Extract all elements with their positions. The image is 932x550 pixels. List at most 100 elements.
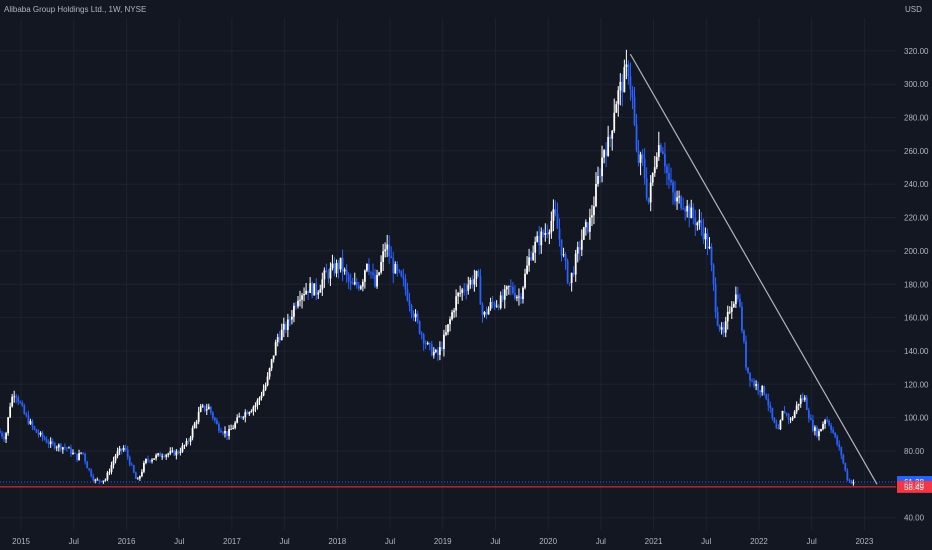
candle-body: [410, 305, 413, 313]
candle-body: [593, 206, 595, 216]
candle-body: [657, 145, 660, 157]
candle-body: [528, 257, 530, 266]
candle-body: [319, 289, 322, 293]
chart-grid: [0, 18, 896, 530]
candle-body: [416, 313, 419, 322]
candle-body: [765, 394, 768, 400]
candle-body: [266, 376, 269, 386]
candle-body: [627, 64, 630, 77]
candle-body: [193, 423, 196, 429]
candle-body: [799, 398, 802, 404]
candle-body: [578, 247, 581, 250]
candle-body: [755, 384, 758, 387]
candle-body: [303, 294, 305, 296]
candle-body: [250, 410, 253, 413]
candle-body: [811, 419, 814, 431]
candle-body: [712, 264, 715, 285]
candle-body: [586, 222, 589, 232]
candle-body: [722, 327, 725, 333]
candle-body: [84, 453, 87, 462]
candle-body: [301, 295, 303, 300]
price-axis[interactable]: 40.00 60.00 80.00 100.00 120.00 140.00 160.00 1…: [904, 47, 929, 523]
candle-body: [39, 432, 42, 435]
candle-body: [189, 437, 192, 442]
candle-body: [659, 145, 662, 152]
candle-body: [560, 239, 563, 256]
candle-body: [747, 367, 749, 373]
candle-body: [272, 355, 275, 360]
candle-body: [293, 305, 295, 317]
candle-body: [607, 136, 610, 156]
chart-overlays: 61.3858.49: [0, 53, 932, 493]
candle-body: [834, 432, 837, 437]
candle-body: [339, 257, 342, 270]
candle-body: [86, 461, 89, 469]
candle-body: [676, 197, 678, 202]
candle-body: [143, 462, 145, 472]
candle-body: [741, 306, 743, 331]
candle-body: [380, 261, 383, 273]
candle-body: [629, 76, 632, 90]
candle-body: [424, 343, 427, 345]
candle-body: [220, 430, 222, 433]
candle-body: [469, 280, 472, 285]
candle-body: [651, 173, 654, 183]
candle-body: [414, 313, 417, 318]
time-axis[interactable]: 2015 Jul 2016 Jul 2017 Jul 2018 Jul 2019 Jul 2020 J…: [12, 537, 874, 546]
candle-body: [441, 347, 443, 350]
candle-body: [793, 411, 796, 418]
candle-body: [102, 480, 105, 482]
candle-body: [268, 368, 271, 377]
candle-body: [165, 454, 168, 457]
candle-body: [157, 453, 160, 456]
candle-body: [485, 311, 488, 315]
candle-body: [763, 386, 766, 395]
candle-body: [716, 311, 719, 326]
candle-body: [544, 233, 547, 235]
candle-body: [15, 396, 18, 398]
candle-body: [70, 447, 72, 454]
candle-body: [183, 445, 186, 447]
candle-body: [718, 325, 721, 330]
candle-body: [572, 272, 575, 275]
candle-body: [126, 449, 129, 457]
candle-body: [132, 465, 135, 473]
candle-body: [426, 342, 429, 344]
candle-body: [558, 228, 561, 240]
candle-body: [400, 271, 403, 277]
candle-body: [807, 410, 810, 419]
candle-body: [406, 289, 409, 301]
candle-body: [534, 241, 537, 253]
candle-body: [106, 472, 109, 480]
candle-body: [27, 415, 30, 424]
x-tick-label: 2016: [118, 537, 136, 546]
candle-body: [566, 260, 569, 283]
candle-body: [341, 257, 344, 272]
candle-body: [487, 308, 490, 315]
candle-body: [643, 158, 646, 179]
price-badge: [897, 480, 932, 493]
candle-body: [355, 281, 358, 286]
candle-body: [299, 299, 301, 301]
x-tick-label: 2021: [645, 537, 663, 546]
candle-body: [382, 251, 385, 262]
y-tick-label: 80.00: [904, 447, 925, 456]
candle-body: [702, 227, 705, 240]
candle-body: [420, 333, 423, 335]
candle-body: [562, 254, 565, 256]
candle-body: [728, 311, 731, 313]
candle-body: [295, 305, 297, 307]
candle-body: [475, 270, 478, 279]
candle-body: [601, 157, 603, 177]
candle-body: [432, 351, 435, 356]
candle-body: [92, 476, 95, 481]
candle-body: [45, 439, 48, 443]
candle-body: [118, 448, 121, 452]
candle-body: [836, 436, 839, 445]
candle-body: [621, 81, 624, 93]
candle-body: [809, 418, 812, 420]
candle-body: [37, 432, 40, 435]
candle-body: [0, 430, 1, 433]
candle-body: [674, 192, 676, 202]
